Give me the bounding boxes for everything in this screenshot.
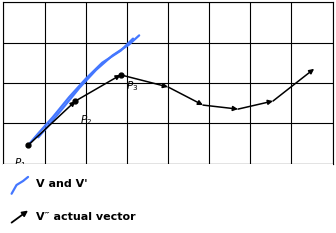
Text: $P_2$: $P_2$ [80,113,92,127]
Text: V and V': V and V' [36,179,88,189]
Text: $P_1$: $P_1$ [14,157,26,171]
Text: $P_3$: $P_3$ [126,80,138,93]
Text: V″ actual vector: V″ actual vector [36,212,136,222]
